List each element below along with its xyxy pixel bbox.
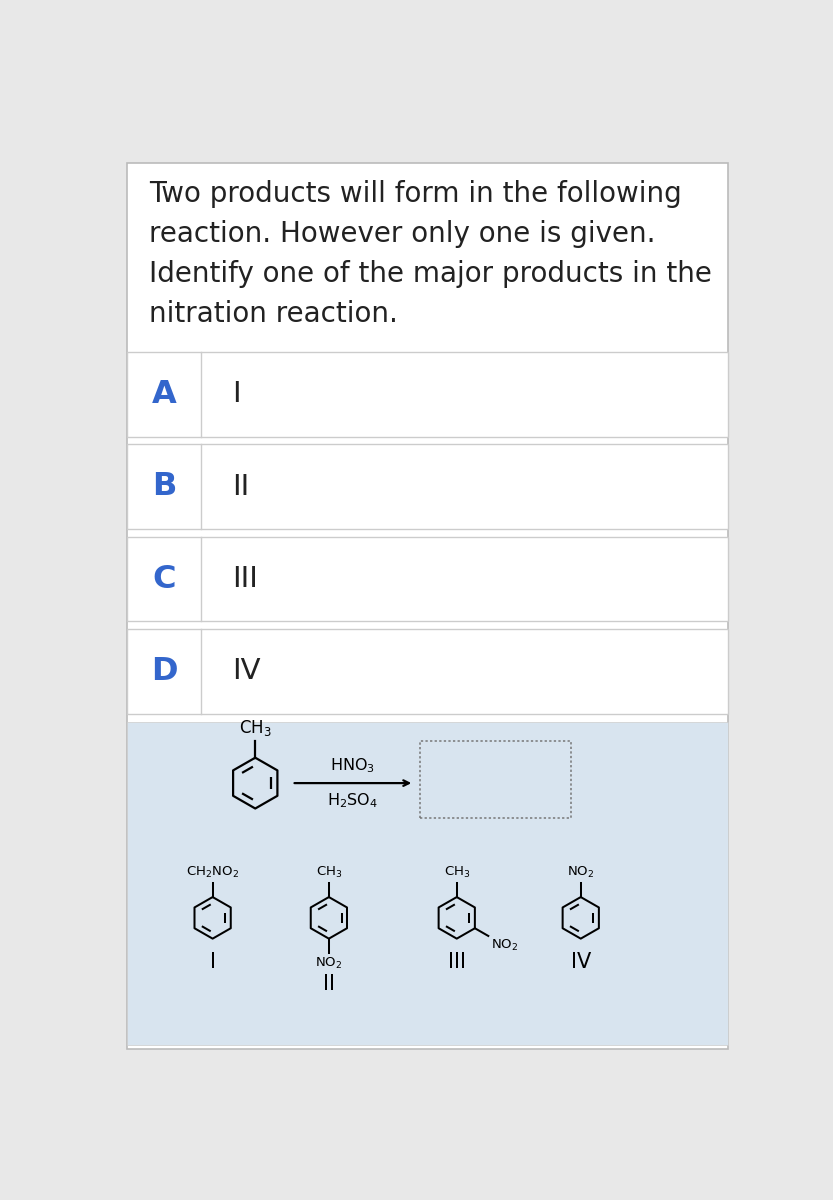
- Text: A: A: [152, 379, 177, 409]
- Text: CH$_3$: CH$_3$: [443, 865, 470, 880]
- Text: IV: IV: [232, 658, 261, 685]
- Text: I: I: [210, 953, 216, 972]
- Text: III: III: [448, 953, 466, 972]
- Text: Two products will form in the following
reaction. However only one is given.
Ide: Two products will form in the following …: [149, 180, 712, 329]
- Text: CH$_2$NO$_2$: CH$_2$NO$_2$: [186, 865, 239, 880]
- Polygon shape: [127, 721, 728, 1045]
- Text: CH$_3$: CH$_3$: [239, 718, 272, 738]
- Polygon shape: [127, 444, 728, 529]
- Polygon shape: [127, 352, 728, 437]
- Text: NO$_2$: NO$_2$: [567, 865, 595, 880]
- Text: B: B: [152, 472, 177, 502]
- Text: I: I: [232, 380, 241, 408]
- Text: CH$_3$: CH$_3$: [316, 865, 342, 880]
- Text: II: II: [323, 974, 335, 994]
- Text: IV: IV: [571, 953, 591, 972]
- Polygon shape: [127, 163, 728, 1049]
- Text: II: II: [232, 473, 249, 500]
- Text: III: III: [232, 565, 258, 593]
- Text: D: D: [151, 656, 177, 686]
- Polygon shape: [127, 629, 728, 714]
- Text: C: C: [152, 564, 176, 594]
- Text: NO$_2$: NO$_2$: [315, 955, 342, 971]
- Polygon shape: [127, 536, 728, 622]
- Text: NO$_2$: NO$_2$: [491, 937, 518, 953]
- Text: H$_2$SO$_4$: H$_2$SO$_4$: [327, 791, 378, 810]
- Text: HNO$_3$: HNO$_3$: [331, 757, 376, 775]
